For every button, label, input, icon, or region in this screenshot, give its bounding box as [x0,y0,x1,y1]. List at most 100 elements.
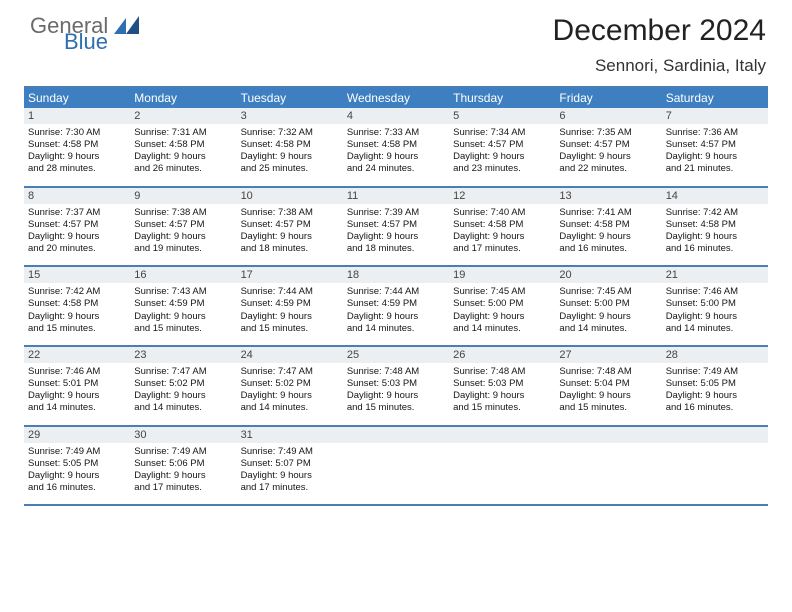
day-number: 6 [555,108,661,124]
calendar-cell: 26Sunrise: 7:48 AMSunset: 5:03 PMDayligh… [449,347,555,425]
day-number: 25 [343,347,449,363]
day-details: Sunrise: 7:44 AMSunset: 4:59 PMDaylight:… [237,283,343,345]
sunrise-text: Sunrise: 7:47 AM [241,366,339,378]
daylight-line1: Daylight: 9 hours [666,390,764,402]
page: General Blue December 2024 Sennori, Sard… [0,0,792,612]
daylight-line1: Daylight: 9 hours [559,311,657,323]
day-number: 28 [662,347,768,363]
sunrise-text: Sunrise: 7:35 AM [559,127,657,139]
daylight-line1: Daylight: 9 hours [453,151,551,163]
day-details: Sunrise: 7:30 AMSunset: 4:58 PMDaylight:… [24,124,130,186]
daylight-line1: Daylight: 9 hours [559,151,657,163]
daylight-line2: and 17 minutes. [453,243,551,255]
sunset-text: Sunset: 4:57 PM [559,139,657,151]
day-details: Sunrise: 7:45 AMSunset: 5:00 PMDaylight:… [555,283,661,345]
calendar-cell: 11Sunrise: 7:39 AMSunset: 4:57 PMDayligh… [343,188,449,266]
sunset-text: Sunset: 4:59 PM [241,298,339,310]
sunset-text: Sunset: 5:07 PM [241,458,339,470]
day-details: Sunrise: 7:44 AMSunset: 4:59 PMDaylight:… [343,283,449,345]
day-number: 29 [24,427,130,443]
daylight-line2: and 16 minutes. [666,243,764,255]
sunrise-text: Sunrise: 7:42 AM [666,207,764,219]
day-details [555,443,661,502]
daylight-line1: Daylight: 9 hours [347,151,445,163]
sunset-text: Sunset: 4:57 PM [28,219,126,231]
daylight-line2: and 25 minutes. [241,163,339,175]
sunset-text: Sunset: 5:04 PM [559,378,657,390]
page-title: December 2024 [553,14,766,48]
sunset-text: Sunset: 4:58 PM [28,139,126,151]
daylight-line1: Daylight: 9 hours [134,151,232,163]
day-details [449,443,555,502]
day-details: Sunrise: 7:47 AMSunset: 5:02 PMDaylight:… [237,363,343,425]
sunset-text: Sunset: 5:03 PM [453,378,551,390]
daylight-line1: Daylight: 9 hours [559,390,657,402]
day-number: 30 [130,427,236,443]
sunset-text: Sunset: 5:00 PM [453,298,551,310]
day-details: Sunrise: 7:39 AMSunset: 4:57 PMDaylight:… [343,204,449,266]
day-header: Thursday [449,88,555,108]
daylight-line1: Daylight: 9 hours [28,311,126,323]
day-details: Sunrise: 7:37 AMSunset: 4:57 PMDaylight:… [24,204,130,266]
day-header-row: Sunday Monday Tuesday Wednesday Thursday… [24,88,768,108]
daylight-line1: Daylight: 9 hours [134,390,232,402]
calendar-cell: 25Sunrise: 7:48 AMSunset: 5:03 PMDayligh… [343,347,449,425]
calendar-cell: 21Sunrise: 7:46 AMSunset: 5:00 PMDayligh… [662,267,768,345]
day-details: Sunrise: 7:35 AMSunset: 4:57 PMDaylight:… [555,124,661,186]
day-details: Sunrise: 7:31 AMSunset: 4:58 PMDaylight:… [130,124,236,186]
sunset-text: Sunset: 4:59 PM [134,298,232,310]
sunrise-text: Sunrise: 7:49 AM [28,446,126,458]
day-header: Friday [555,88,661,108]
calendar-cell: 20Sunrise: 7:45 AMSunset: 5:00 PMDayligh… [555,267,661,345]
day-details: Sunrise: 7:42 AMSunset: 4:58 PMDaylight:… [24,283,130,345]
sunrise-text: Sunrise: 7:46 AM [666,286,764,298]
sunrise-text: Sunrise: 7:48 AM [559,366,657,378]
daylight-line2: and 15 minutes. [241,323,339,335]
day-number: 15 [24,267,130,283]
day-details: Sunrise: 7:41 AMSunset: 4:58 PMDaylight:… [555,204,661,266]
calendar-cell: 30Sunrise: 7:49 AMSunset: 5:06 PMDayligh… [130,427,236,505]
sunset-text: Sunset: 4:57 PM [241,219,339,231]
sunset-text: Sunset: 4:57 PM [666,139,764,151]
calendar-cell: 29Sunrise: 7:49 AMSunset: 5:05 PMDayligh… [24,427,130,505]
daylight-line2: and 15 minutes. [559,402,657,414]
sunrise-text: Sunrise: 7:42 AM [28,286,126,298]
sunrise-text: Sunrise: 7:40 AM [453,207,551,219]
day-number: 7 [662,108,768,124]
daylight-line1: Daylight: 9 hours [241,231,339,243]
sunset-text: Sunset: 5:02 PM [134,378,232,390]
calendar-cell: 4Sunrise: 7:33 AMSunset: 4:58 PMDaylight… [343,108,449,186]
sunset-text: Sunset: 5:05 PM [28,458,126,470]
daylight-line2: and 22 minutes. [559,163,657,175]
logo: General Blue [30,16,142,52]
day-number: 1 [24,108,130,124]
daylight-line1: Daylight: 9 hours [241,470,339,482]
day-header: Saturday [662,88,768,108]
calendar-cell: 18Sunrise: 7:44 AMSunset: 4:59 PMDayligh… [343,267,449,345]
sunset-text: Sunset: 5:00 PM [666,298,764,310]
location-subtitle: Sennori, Sardinia, Italy [595,56,766,76]
daylight-line2: and 14 minutes. [666,323,764,335]
daylight-line2: and 15 minutes. [28,323,126,335]
week-row: 8Sunrise: 7:37 AMSunset: 4:57 PMDaylight… [24,188,768,268]
daylight-line2: and 14 minutes. [559,323,657,335]
sunrise-text: Sunrise: 7:39 AM [347,207,445,219]
daylight-line1: Daylight: 9 hours [347,390,445,402]
day-number: 16 [130,267,236,283]
sunrise-text: Sunrise: 7:31 AM [134,127,232,139]
calendar-cell: 12Sunrise: 7:40 AMSunset: 4:58 PMDayligh… [449,188,555,266]
day-details: Sunrise: 7:49 AMSunset: 5:05 PMDaylight:… [24,443,130,505]
day-details: Sunrise: 7:48 AMSunset: 5:03 PMDaylight:… [449,363,555,425]
sunset-text: Sunset: 4:58 PM [559,219,657,231]
calendar-cell [555,427,661,505]
day-details: Sunrise: 7:49 AMSunset: 5:07 PMDaylight:… [237,443,343,505]
day-number: 31 [237,427,343,443]
daylight-line1: Daylight: 9 hours [241,311,339,323]
day-details: Sunrise: 7:38 AMSunset: 4:57 PMDaylight:… [130,204,236,266]
sunrise-text: Sunrise: 7:49 AM [666,366,764,378]
day-details: Sunrise: 7:32 AMSunset: 4:58 PMDaylight:… [237,124,343,186]
calendar-cell: 19Sunrise: 7:45 AMSunset: 5:00 PMDayligh… [449,267,555,345]
daylight-line2: and 15 minutes. [134,323,232,335]
calendar-cell: 27Sunrise: 7:48 AMSunset: 5:04 PMDayligh… [555,347,661,425]
sunrise-text: Sunrise: 7:38 AM [241,207,339,219]
